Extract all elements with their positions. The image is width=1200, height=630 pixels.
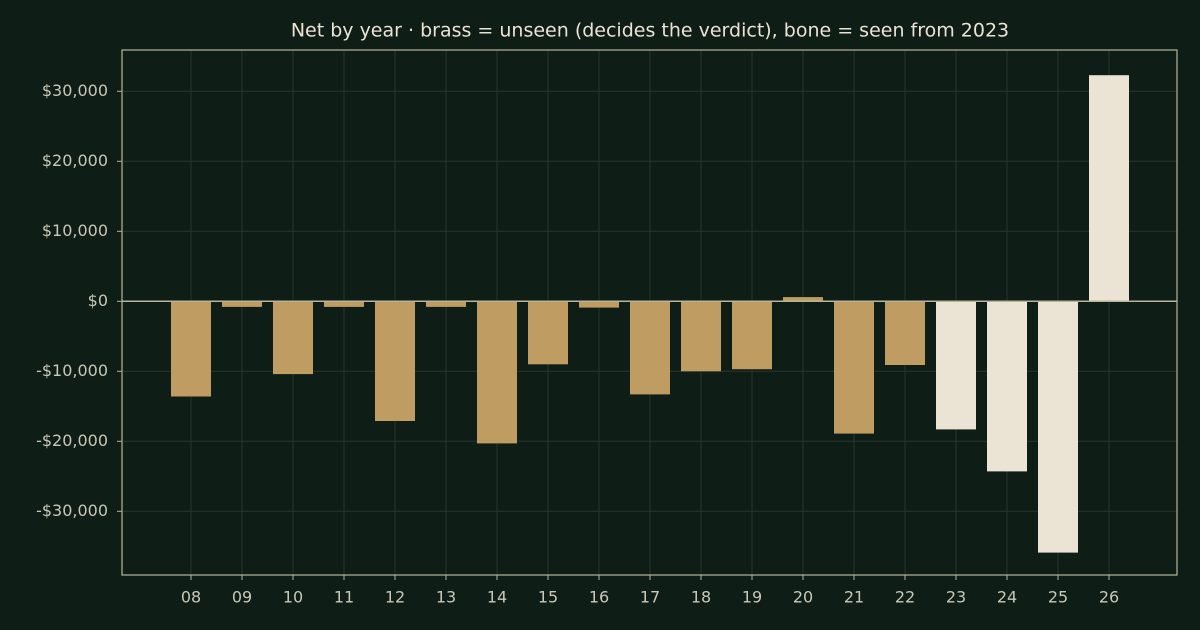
bar [528,301,568,365]
y-tick-label: -$10,000 [36,361,108,380]
bar [171,301,211,397]
x-tick-label: 23 [946,588,966,607]
bar [1038,301,1078,553]
x-tick-label: 20 [793,588,813,607]
x-tick-label: 14 [487,588,507,607]
bar [936,301,976,430]
x-tick-label: 22 [895,588,915,607]
bar [834,301,874,434]
bar [630,301,670,395]
chart-title: Net by year · brass = unseen (decides th… [291,20,1009,42]
x-tick-label: 16 [589,588,609,607]
y-tick-label: $0 [88,291,108,310]
x-tick-label: 12 [385,588,405,607]
x-tick-label: 08 [181,588,201,607]
x-tick-label: 11 [334,588,354,607]
y-tick-label: $20,000 [42,151,108,170]
bar [783,297,823,302]
bar [273,301,313,375]
bar [477,301,517,444]
x-tick-label: 13 [436,588,456,607]
y-tick-label: $30,000 [42,81,108,100]
x-tick-label: 17 [640,588,660,607]
x-tick-label: 18 [691,588,711,607]
bar [426,301,466,307]
plot-frame [121,49,1178,576]
bar [1089,75,1129,302]
y-tick-label: -$30,000 [36,501,108,520]
bar [222,301,262,307]
bar [987,301,1027,472]
bar [681,301,721,372]
x-tick-label: 19 [742,588,762,607]
x-tick-label: 09 [232,588,252,607]
x-tick-label: 10 [283,588,303,607]
bar [579,301,619,308]
x-tick-label: 24 [997,588,1017,607]
bar [324,301,364,307]
x-tick-label: 25 [1048,588,1068,607]
y-tick-label: $10,000 [42,221,108,240]
x-tick-label: 15 [538,588,558,607]
bar [732,301,772,370]
bar [375,301,415,421]
bar [885,301,925,365]
y-tick-label: -$20,000 [36,431,108,450]
x-tick-label: 21 [844,588,864,607]
x-tick-label: 26 [1099,588,1119,607]
